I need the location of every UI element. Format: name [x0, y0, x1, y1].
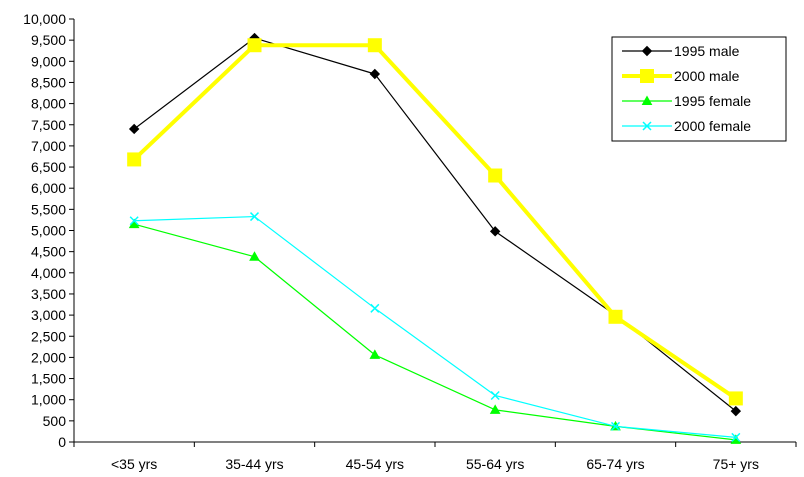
legend-label-2000-female: 2000 female [674, 118, 751, 134]
data-point-1995-male [130, 124, 139, 133]
y-tick-label: 1,500 [31, 371, 66, 387]
y-tick-label: 5,500 [31, 201, 66, 217]
y-tick-label: 2,000 [31, 349, 66, 365]
y-tick-label: 8,500 [31, 74, 66, 90]
y-tick-label: 3,500 [31, 286, 66, 302]
series-2000-female [130, 213, 740, 442]
y-tick-label: 7,000 [31, 138, 66, 154]
y-tick-label: 5,000 [31, 223, 66, 239]
data-point-2000-male [609, 310, 622, 323]
data-point-1995-female [491, 405, 500, 413]
x-tick-label: 65-74 yrs [586, 456, 644, 472]
x-tick-label: <35 yrs [111, 456, 157, 472]
y-tick-label: 1,000 [31, 392, 66, 408]
series-1995-female [130, 220, 741, 444]
legend-label-1995-female: 1995 female [674, 93, 751, 109]
legend-label-1995-male: 1995 male [674, 43, 740, 59]
legend: 1995 male 2000 male 1995 female 2000 female [612, 37, 786, 141]
series-line-1995-female [134, 224, 736, 440]
y-tick-label: 3,000 [31, 307, 66, 323]
y-tick-label: 9,500 [31, 32, 66, 48]
y-tick-label: 10,000 [23, 11, 66, 27]
y-tick-label: 0 [58, 434, 66, 450]
y-tick-label: 4,000 [31, 265, 66, 281]
data-point-2000-female [371, 304, 379, 312]
data-point-2000-male [128, 153, 141, 166]
y-tick-label: 9,000 [31, 53, 66, 69]
data-point-2000-female [491, 391, 499, 399]
x-tick-label: 75+ yrs [713, 456, 759, 472]
x-tick-label: 45-54 yrs [346, 456, 404, 472]
y-tick-label: 6,000 [31, 180, 66, 196]
y-tick-label: 8,000 [31, 96, 66, 112]
data-point-2000-male [729, 392, 742, 405]
y-tick-label: 4,500 [31, 244, 66, 260]
data-point-2000-male [368, 39, 381, 52]
data-point-2000-male [248, 39, 261, 52]
x-tick-label: 35-44 yrs [225, 456, 283, 472]
legend-label-2000-male: 2000 male [674, 68, 740, 84]
series-line-2000-female [134, 217, 736, 438]
y-axis-ticks: 0 500 1,000 1,500 2,000 2,500 3,000 3,500 4,000 4… [23, 11, 74, 450]
legend-marker-2000-male [641, 70, 654, 83]
y-tick-label: 6,500 [31, 159, 66, 175]
x-tick-label: 55-64 yrs [466, 456, 524, 472]
y-tick-label: 500 [43, 413, 67, 429]
y-tick-label: 2,500 [31, 328, 66, 344]
data-point-2000-male [489, 169, 502, 182]
x-axis-ticks: <35 yrs 35-44 yrs 45-54 yrs 55-64 yrs 65-74 … [74, 442, 796, 472]
y-tick-label: 7,500 [31, 117, 66, 133]
